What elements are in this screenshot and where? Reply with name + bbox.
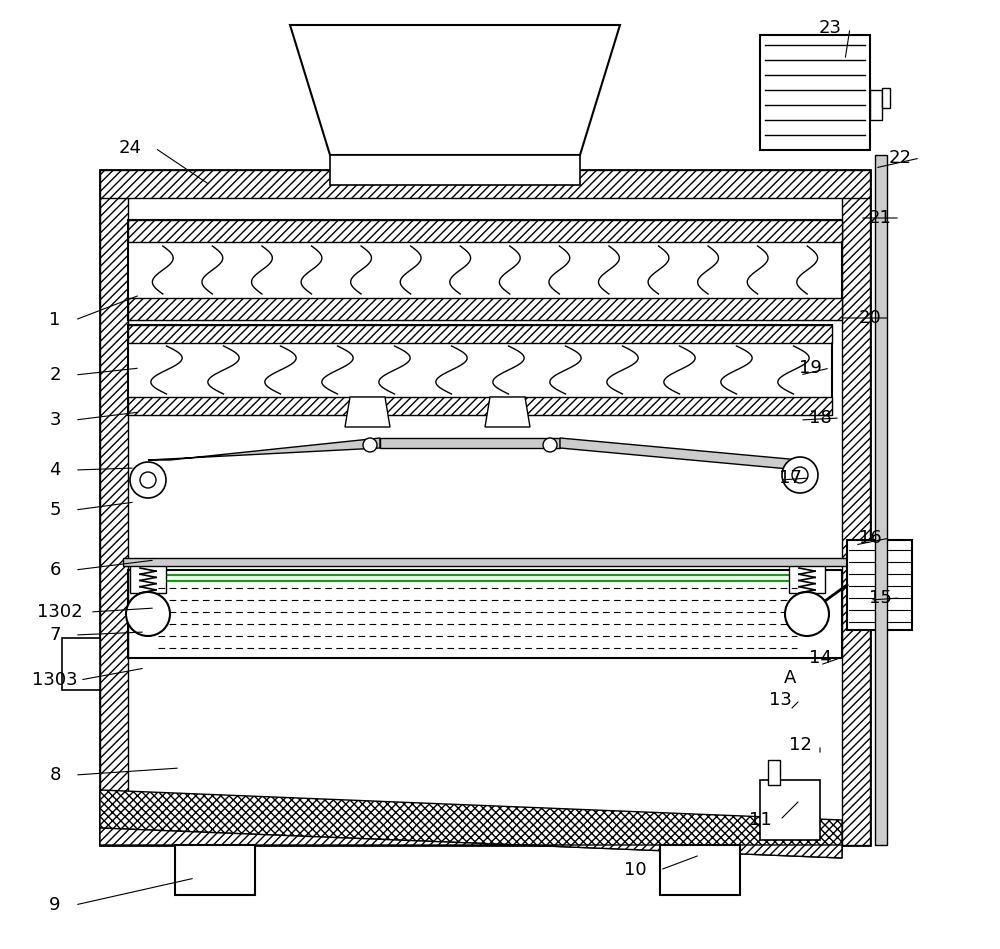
Polygon shape — [380, 438, 560, 448]
Polygon shape — [290, 25, 620, 155]
Text: 23: 23 — [818, 19, 842, 37]
Text: 6: 6 — [49, 561, 61, 579]
Bar — [760, 35, 870, 150]
Bar — [128, 325, 832, 415]
Text: 16: 16 — [859, 529, 881, 547]
Text: 1303: 1303 — [32, 671, 78, 689]
Bar — [660, 845, 740, 895]
Polygon shape — [842, 170, 870, 845]
Text: 19: 19 — [799, 359, 821, 377]
Circle shape — [140, 472, 156, 488]
Bar — [128, 298, 842, 320]
Bar — [128, 220, 842, 320]
Polygon shape — [100, 790, 842, 858]
Polygon shape — [560, 438, 800, 470]
Text: 12: 12 — [789, 736, 811, 754]
Text: 8: 8 — [49, 766, 61, 784]
Text: 11: 11 — [749, 811, 771, 829]
Bar — [128, 570, 842, 658]
Bar — [875, 155, 887, 845]
Circle shape — [130, 462, 166, 498]
Text: A: A — [784, 669, 796, 687]
Text: 7: 7 — [49, 626, 61, 644]
Bar — [847, 540, 912, 630]
Text: 22: 22 — [889, 149, 912, 167]
Polygon shape — [485, 397, 530, 427]
Text: 13: 13 — [769, 691, 791, 709]
Circle shape — [792, 467, 808, 483]
Text: 24: 24 — [119, 139, 142, 157]
Text: 10: 10 — [624, 861, 646, 879]
Bar — [870, 90, 882, 120]
Text: 15: 15 — [869, 589, 891, 607]
Text: 1302: 1302 — [37, 603, 83, 621]
Bar — [128, 325, 832, 343]
Circle shape — [543, 438, 557, 452]
Text: 14: 14 — [809, 649, 831, 667]
Text: 3: 3 — [49, 411, 61, 429]
Circle shape — [782, 457, 818, 493]
Bar — [768, 760, 780, 785]
Text: 18: 18 — [809, 409, 831, 427]
Text: 21: 21 — [869, 209, 891, 227]
Bar — [760, 780, 820, 840]
Polygon shape — [345, 397, 390, 427]
Polygon shape — [100, 170, 870, 198]
Polygon shape — [100, 828, 842, 858]
Bar — [130, 563, 166, 593]
Bar — [175, 845, 255, 895]
Polygon shape — [100, 170, 128, 845]
Text: 1: 1 — [49, 311, 61, 329]
Circle shape — [363, 438, 377, 452]
Circle shape — [785, 592, 829, 636]
Circle shape — [126, 592, 170, 636]
Polygon shape — [148, 438, 380, 460]
Text: 2: 2 — [49, 366, 61, 384]
Bar — [123, 558, 847, 566]
Bar — [128, 397, 832, 415]
Text: 9: 9 — [49, 896, 61, 914]
Bar — [128, 220, 842, 242]
Bar — [330, 155, 580, 185]
Text: 5: 5 — [49, 501, 61, 519]
Bar — [882, 88, 890, 108]
Text: 17: 17 — [779, 469, 801, 487]
Text: 4: 4 — [49, 461, 61, 479]
Bar — [789, 563, 825, 593]
Bar — [62, 638, 100, 690]
Bar — [100, 170, 870, 845]
Text: 20: 20 — [859, 309, 881, 327]
